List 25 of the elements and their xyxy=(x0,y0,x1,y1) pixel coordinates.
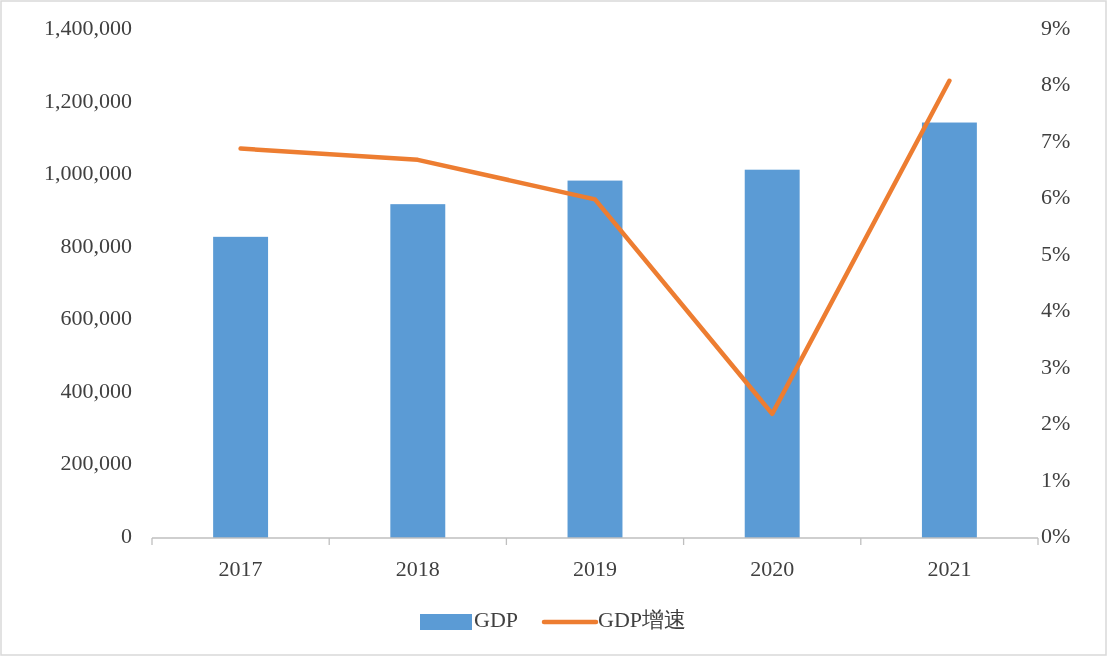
ytick: 600,000 xyxy=(60,305,132,331)
legend-label: GDP xyxy=(474,607,518,633)
y2tick: 8% xyxy=(1041,71,1071,97)
xtick: 2018 xyxy=(395,556,440,582)
y2tick: 7% xyxy=(1041,127,1071,153)
y2tick: 9% xyxy=(1041,15,1071,41)
xtick: 2017 xyxy=(218,556,263,582)
y2tick: 3% xyxy=(1041,353,1071,379)
ytick: 1,400,000 xyxy=(44,15,132,41)
ytick: 800,000 xyxy=(60,232,132,258)
y2tick: 2% xyxy=(1041,410,1071,436)
ytick: 1,200,000 xyxy=(44,87,132,113)
ytick: 0 xyxy=(121,523,132,549)
legend-label: GDP增速 xyxy=(598,607,687,633)
xtick: 2020 xyxy=(750,556,795,582)
ytick: 200,000 xyxy=(60,450,132,476)
y2tick: 1% xyxy=(1041,466,1071,492)
ytick: 1,000,000 xyxy=(44,160,132,186)
xtick: 2019 xyxy=(573,556,617,582)
y2tick: 6% xyxy=(1041,184,1071,210)
y2tick: 5% xyxy=(1041,240,1071,266)
xtick: 2021 xyxy=(927,556,972,582)
y2tick: 4% xyxy=(1041,297,1071,323)
ytick: 400,000 xyxy=(60,377,132,403)
y2tick: 0% xyxy=(1041,523,1071,549)
